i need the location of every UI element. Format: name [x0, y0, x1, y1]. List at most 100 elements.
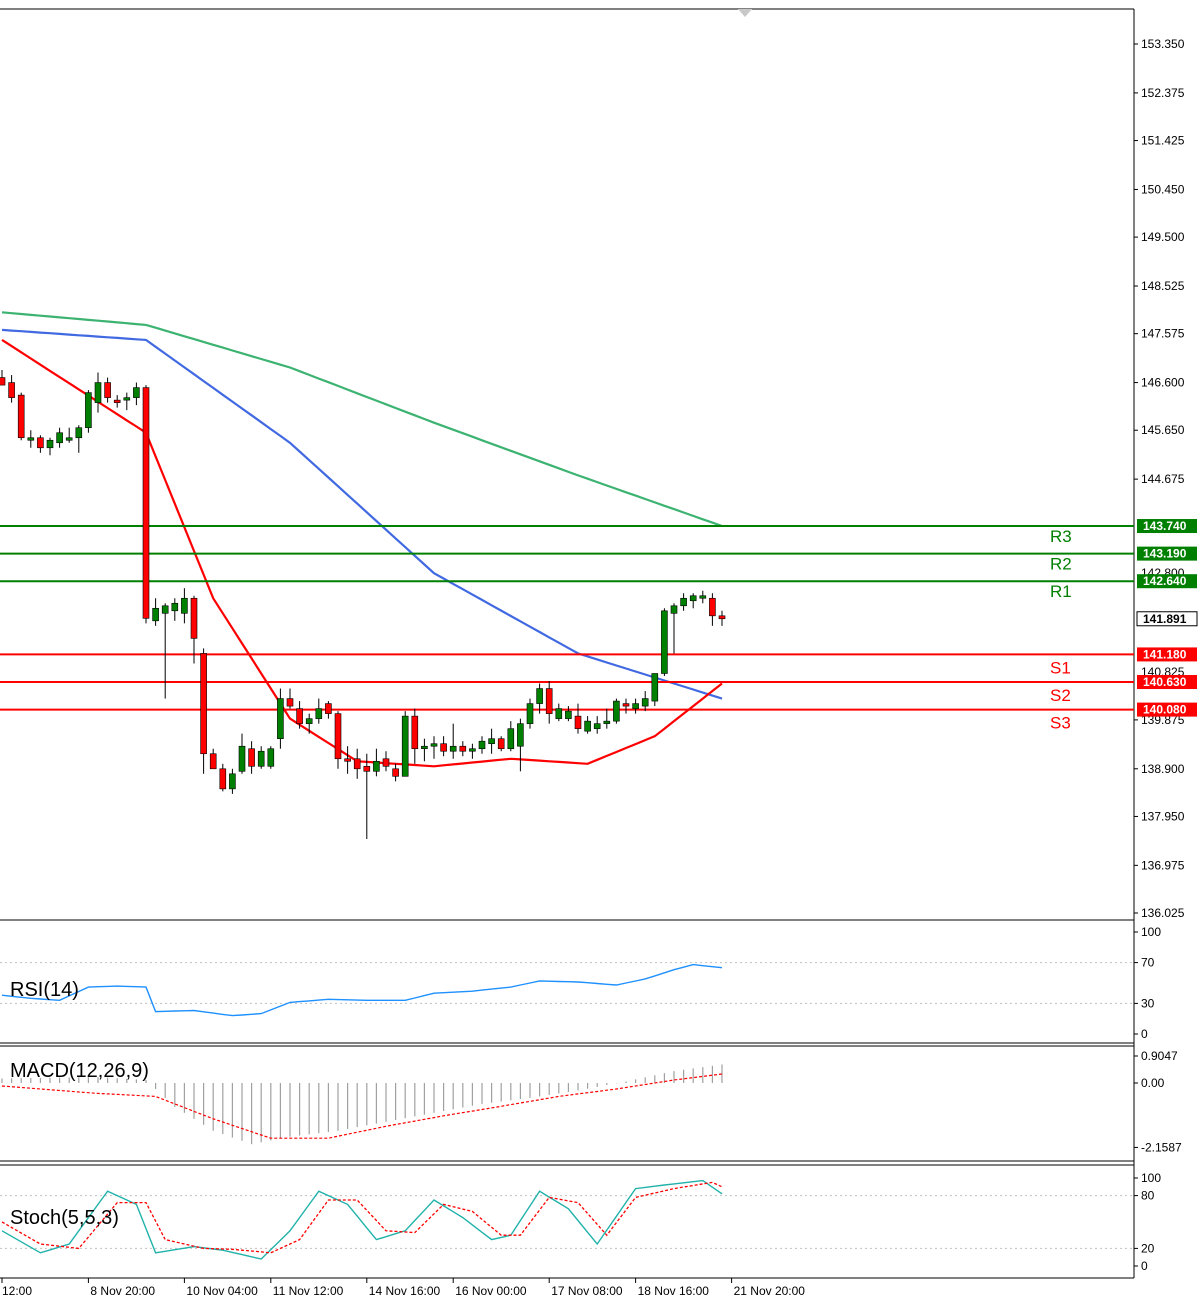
candle-body [123, 397, 131, 401]
candle-body [113, 399, 121, 403]
pivot-level-name: S2 [1050, 686, 1071, 705]
moving-average-line [1, 311, 723, 528]
level-badge [1137, 675, 1197, 690]
stoch-tick-label: 100 [1141, 1171, 1161, 1185]
price-tick-label: 153.350 [1141, 37, 1185, 51]
candle-body [507, 728, 515, 750]
price-tick-label: 144.675 [1141, 472, 1185, 486]
candle-body [161, 605, 169, 614]
rsi-tick-label: 70 [1141, 956, 1155, 970]
candle-body [526, 703, 534, 724]
candle-body [344, 758, 351, 762]
candle-body [248, 748, 255, 767]
time-tick-label: 11 Nov 12:00 [273, 1284, 344, 1298]
price-tick-label: 148.525 [1141, 279, 1185, 293]
candle-body [440, 743, 447, 752]
macd-signal-line [1, 1073, 723, 1139]
time-tick-label: 14 Nov 16:00 [369, 1284, 441, 1298]
candle-body [517, 723, 524, 747]
price-tick-label: 145.650 [1141, 423, 1185, 437]
candle-body [152, 607, 159, 622]
candle-body [459, 745, 467, 752]
candle-body [632, 703, 639, 709]
price-axis-ticks: 153.350 152.375 151.425 150.450 149.500 148.5… [1134, 37, 1185, 920]
time-tick-label: 16 Nov 00:00 [455, 1284, 527, 1298]
candle-body [0, 377, 6, 386]
candle-body [363, 765, 371, 772]
candle-body [373, 760, 380, 772]
candle-body [488, 738, 495, 745]
stoch-signal-line [1, 1181, 723, 1254]
candle-body [689, 595, 697, 602]
candle-body [430, 743, 438, 747]
candle-body [651, 673, 659, 702]
stoch-tick-label: 20 [1141, 1241, 1155, 1255]
candle-body [469, 748, 476, 752]
level-badges: 143.740 143.190 142.640 141.180 140.630 140.0… [1136, 519, 1198, 717]
candle-body [200, 653, 207, 755]
candle-body [219, 768, 227, 790]
rsi-tick-label: 100 [1141, 925, 1161, 939]
stoch-tick-label: 0 [1141, 1259, 1148, 1273]
current-price-label: 141.891 [1143, 612, 1187, 626]
candle-body [17, 394, 25, 439]
candle-body [622, 703, 630, 707]
candle-body [325, 703, 332, 714]
macd-tick-label: -2.1587 [1141, 1140, 1182, 1154]
price-tick-label: 151.425 [1141, 134, 1185, 148]
candle-body [545, 688, 553, 714]
level-badge [1137, 574, 1197, 589]
candle-body [699, 595, 707, 599]
macd-pane: 0.9047 0.00 -2.1587 [1, 1049, 1182, 1154]
candle-body [497, 738, 505, 750]
candle-body [536, 688, 543, 704]
candle-body [718, 615, 726, 620]
price-tick-label: 138.900 [1141, 762, 1185, 776]
level-badge [1137, 647, 1197, 662]
candle-body [267, 748, 275, 767]
candle-body [104, 382, 111, 398]
candle-body [603, 720, 611, 724]
current-price-badge [1136, 611, 1198, 627]
price-tick-label: 146.600 [1141, 376, 1185, 390]
candle-body [238, 745, 246, 772]
time-tick-label: 17 Nov 08:00 [551, 1284, 623, 1298]
level-badge-label: 142.640 [1143, 574, 1187, 588]
time-tick-label: 8 Nov 20:00 [90, 1284, 155, 1298]
rsi-tick-label: 0 [1141, 1027, 1148, 1041]
level-badge-label: 143.740 [1143, 519, 1187, 533]
candle-body [305, 718, 313, 724]
rsi-title: RSI(14) [10, 979, 79, 1001]
candle-body [142, 387, 150, 619]
price-tick-label: 152.375 [1141, 86, 1185, 100]
level-badge [1137, 546, 1197, 561]
price-tick-label: 150.450 [1141, 182, 1185, 196]
candle-body [353, 758, 361, 770]
candles [0, 370, 726, 840]
candle-body [593, 723, 601, 729]
shift-marker-icon [738, 9, 752, 17]
price-tick-label: 149.500 [1141, 230, 1185, 244]
level-badge [1137, 519, 1197, 534]
rsi-line [1, 963, 723, 1017]
time-tick-label: 18 Nov 16:00 [638, 1284, 710, 1298]
pivot-level-name: R3 [1050, 527, 1072, 546]
moving-average-line [1, 338, 723, 768]
level-badge-label: 141.180 [1143, 647, 1187, 661]
candle-body [613, 700, 620, 722]
candle-body [334, 713, 342, 760]
moving-average-lines [1, 311, 723, 768]
candle-body [315, 708, 323, 719]
candle-body [392, 768, 399, 777]
candle-body [56, 432, 63, 444]
candle-body [27, 437, 35, 441]
candle-body [209, 753, 217, 770]
candle-body [229, 773, 236, 790]
candle-body [449, 745, 457, 752]
candle-body [584, 720, 591, 732]
pivot-level-name: R2 [1050, 555, 1072, 574]
pivot-level-name: S1 [1050, 658, 1071, 677]
time-axis-ticks: 12:00 8 Nov 20:00 10 Nov 04:00 11 Nov 12:00… [1, 1278, 805, 1298]
